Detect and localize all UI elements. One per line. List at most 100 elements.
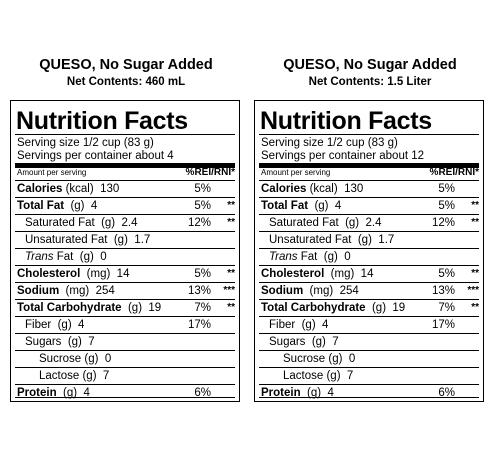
nutrient-amount: Unsaturated Fat (g) 1.7 bbox=[269, 234, 395, 246]
nutrient-amount: (g) 4 bbox=[56, 387, 90, 399]
nutrient-amount: Unsaturated Fat (g) 1.7 bbox=[25, 234, 151, 246]
nutrient-amount: (kcal) 130 bbox=[306, 183, 364, 195]
nutrient-amount: (g) 4 bbox=[64, 200, 98, 212]
divider bbox=[15, 134, 235, 135]
nutrient-amount: Saturated Fat (g) 2.4 bbox=[269, 217, 382, 229]
nutrient-amount: Sugars (g) 7 bbox=[269, 336, 339, 348]
nutrient-row: Total Carbohydrate (g) 19 7% ** bbox=[15, 299, 235, 316]
nutrient-name: Sodium bbox=[17, 285, 60, 297]
nutrient-label: Sugars (g) 7 bbox=[269, 336, 339, 349]
product-name: QUESO, No Sugar Added bbox=[39, 57, 213, 73]
nutrient-italic: Trans bbox=[269, 251, 298, 263]
nutrient-amount: (mg) 254 bbox=[59, 285, 115, 297]
nutrient-label: Sodium (mg) 254 bbox=[261, 285, 359, 298]
nutrient-row: Sucrose (g) 0 bbox=[15, 350, 235, 367]
nutrient-name: Calories bbox=[17, 183, 63, 195]
nutrient-name: Total Carbohydrate bbox=[261, 302, 366, 314]
nutrient-row: Sodium (mg) 254 13% *** bbox=[15, 282, 235, 299]
nutrient-name: Protein bbox=[17, 387, 57, 399]
nutrient-row: Saturated Fat (g) 2.4 12% ** bbox=[15, 214, 235, 231]
nutrient-label: Saturated Fat (g) 2.4 bbox=[25, 217, 138, 230]
nutrient-row: Lactose (g) 7 bbox=[15, 367, 235, 384]
nutrient-amount: Sucrose (g) 0 bbox=[39, 353, 112, 365]
nutrient-amount: Sucrose (g) 0 bbox=[283, 353, 356, 365]
nutrient-percent: 17% bbox=[187, 319, 211, 331]
nutrition-facts-title: Nutrition Facts bbox=[16, 107, 188, 135]
nutrient-amount: Saturated Fat (g) 2.4 bbox=[25, 217, 138, 229]
nutrient-row: Total Fat (g) 4 5% ** bbox=[259, 197, 479, 214]
nutrient-name: Protein bbox=[261, 387, 301, 399]
nutrient-label: Cholesterol (mg) 14 bbox=[17, 268, 129, 281]
divider bbox=[259, 134, 479, 135]
nutrient-name: Total Fat bbox=[17, 200, 65, 212]
nutrient-percent: 13% bbox=[431, 285, 455, 297]
nutrient-footnote-mark: ** bbox=[227, 200, 235, 211]
nutrient-label: Total Carbohydrate (g) 19 bbox=[17, 302, 161, 315]
nutrient-amount: Lactose (g) 7 bbox=[283, 370, 354, 382]
nutrient-row: Calories (kcal) 130 5% bbox=[15, 180, 235, 197]
nutrient-row: Cholesterol (mg) 14 5% ** bbox=[15, 265, 235, 282]
nutrient-name: Cholesterol bbox=[17, 268, 81, 280]
nutrient-row: Unsaturated Fat (g) 1.7 bbox=[259, 231, 479, 248]
nutrient-label: Trans Fat (g) 0 bbox=[25, 251, 107, 264]
nutrient-percent: 5% bbox=[438, 183, 455, 195]
nutrient-label: Fiber (g) 4 bbox=[25, 319, 84, 332]
nutrient-amount: (g) 4 bbox=[300, 387, 334, 399]
nutrient-footnote-mark: ** bbox=[471, 200, 479, 211]
nutrient-label: Sodium (mg) 254 bbox=[17, 285, 115, 298]
servings-per-container: Servings per container about 4 bbox=[17, 150, 174, 162]
amount-per-serving: Amount per serving bbox=[17, 168, 87, 177]
nutrient-percent: 12% bbox=[187, 217, 211, 229]
nutrient-label: Total Fat (g) 4 bbox=[261, 200, 341, 213]
nutrient-label: Unsaturated Fat (g) 1.7 bbox=[269, 234, 394, 247]
nutrient-amount: (kcal) 130 bbox=[62, 183, 120, 195]
nutrient-label: Total Carbohydrate (g) 19 bbox=[261, 302, 405, 315]
nutrient-percent: 6% bbox=[438, 387, 455, 399]
nutrient-row: Lactose (g) 7 bbox=[259, 367, 479, 384]
nutrient-label: Sucrose (g) 0 bbox=[39, 353, 111, 366]
nutrient-row: Saturated Fat (g) 2.4 12% ** bbox=[259, 214, 479, 231]
nutrient-row: Cholesterol (mg) 14 5% ** bbox=[259, 265, 479, 282]
nutrient-row: Fiber (g) 4 17% bbox=[15, 316, 235, 333]
nutrient-label: Total Fat (g) 4 bbox=[17, 200, 97, 213]
nutrient-name: Sodium bbox=[261, 285, 304, 297]
nutrition-facts-box: Nutrition Facts Serving size 1/2 cup (83 … bbox=[10, 100, 240, 402]
nutrient-footnote-mark: *** bbox=[223, 285, 235, 296]
net-contents: Net Contents: 460 mL bbox=[66, 76, 186, 88]
nutrient-row: Sugars (g) 7 bbox=[15, 333, 235, 350]
nutrient-label: Calories (kcal) 130 bbox=[17, 183, 119, 196]
nutrient-label: Sucrose (g) 0 bbox=[283, 353, 355, 366]
nutrient-footnote-mark: ** bbox=[471, 268, 479, 279]
nutrient-footnote-mark: ** bbox=[227, 217, 235, 228]
nutrient-amount: Fiber (g) 4 bbox=[25, 319, 85, 331]
nutrient-label: Lactose (g) 7 bbox=[283, 370, 353, 383]
nutrient-amount: (mg) 14 bbox=[324, 268, 374, 280]
nutrient-percent: 6% bbox=[194, 387, 211, 399]
nutrient-name: Total Fat bbox=[261, 200, 309, 212]
nutrient-row: Protein (g) 4 6% bbox=[15, 384, 235, 401]
nutrient-percent: 13% bbox=[187, 285, 211, 297]
nutrient-row: Trans Fat (g) 0 bbox=[15, 248, 235, 265]
label-panel-460ml: QUESO, No Sugar Added Net Contents: 460 … bbox=[8, 0, 244, 402]
serving-size: Serving size 1/2 cup (83 g) bbox=[261, 137, 398, 149]
nutrient-label: Lactose (g) 7 bbox=[39, 370, 109, 383]
nutrient-row: Total Fat (g) 4 5% ** bbox=[15, 197, 235, 214]
nutrient-percent: 5% bbox=[194, 268, 211, 280]
nutrient-row: Protein (g) 4 6% bbox=[259, 384, 479, 401]
nutrient-row: Unsaturated Fat (g) 1.7 bbox=[15, 231, 235, 248]
percent-rei-header: %REI/RNI* bbox=[185, 167, 235, 178]
nutrient-label: Fiber (g) 4 bbox=[269, 319, 328, 332]
servings-per-container: Servings per container about 12 bbox=[261, 150, 425, 162]
nutrient-percent: 5% bbox=[438, 268, 455, 280]
nutrient-italic: Trans bbox=[25, 251, 54, 263]
nutrient-name: Total Carbohydrate bbox=[17, 302, 122, 314]
nutrient-footnote-mark: *** bbox=[467, 285, 479, 296]
nutrient-amount: Fiber (g) 4 bbox=[269, 319, 329, 331]
nutrient-row: Sugars (g) 7 bbox=[259, 333, 479, 350]
nutrient-amount: (g) 19 bbox=[121, 302, 162, 314]
percent-rei-header: %REI/RNI* bbox=[429, 167, 479, 178]
nutrient-percent: 5% bbox=[194, 183, 211, 195]
net-contents: Net Contents: 1.5 Liter bbox=[308, 76, 432, 88]
nutrient-row: Fiber (g) 4 17% bbox=[259, 316, 479, 333]
nutrient-amount: Fat (g) 0 bbox=[53, 251, 107, 263]
